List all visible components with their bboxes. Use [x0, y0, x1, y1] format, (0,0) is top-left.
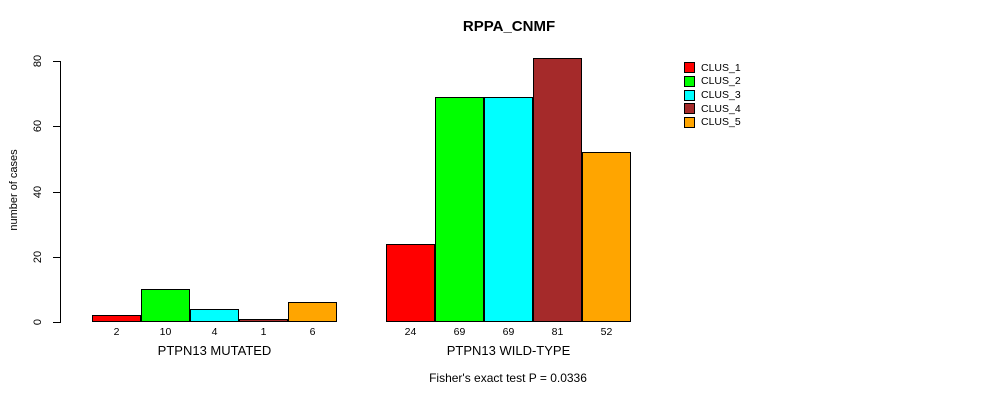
legend-label-clus-4: CLUS_4	[701, 102, 741, 115]
y-tick-label-20: 20	[32, 250, 44, 264]
legend-item-clus-3: CLUS_3	[684, 88, 741, 102]
group-label-ptpn13-mutated: PTPN13 MUTATED	[157, 343, 272, 358]
y-tick-label-80: 80	[32, 54, 44, 68]
legend-item-clus-1: CLUS_1	[684, 61, 741, 75]
bar-clus-2-ptpn13-wild-type	[435, 97, 484, 322]
bar-clus-1-ptpn13-wild-type	[386, 244, 435, 322]
y-tick-label-0: 0	[32, 318, 44, 326]
bar-value-label-clus-2-ptpn13-mutated: 10	[159, 326, 172, 338]
legend: CLUS_1 CLUS_2 CLUS_3 CLUS_4 CLUS_5	[684, 61, 741, 129]
legend-swatch-clus-1	[684, 62, 695, 74]
legend-swatch-clus-5	[684, 117, 695, 129]
chart-title: RPPA_CNMF	[462, 18, 556, 35]
bar-value-label-clus-5-ptpn13-wild-type: 52	[600, 326, 613, 338]
bar-value-label-clus-3-ptpn13-mutated: 4	[211, 326, 218, 338]
bar-clus-3-ptpn13-mutated	[190, 309, 239, 322]
bar-value-label-clus-3-ptpn13-wild-type: 69	[502, 326, 515, 338]
y-tick-0	[53, 322, 61, 323]
legend-label-clus-1: CLUS_1	[701, 61, 741, 74]
y-tick-80	[53, 61, 61, 62]
y-tick-60	[53, 126, 61, 127]
bar-clus-3-ptpn13-wild-type	[484, 97, 533, 322]
fisher-test-caption: Fisher's exact test P = 0.0336	[429, 371, 587, 385]
bar-value-label-clus-4-ptpn13-wild-type: 81	[551, 326, 564, 338]
bar-value-label-clus-1-ptpn13-mutated: 2	[113, 326, 120, 338]
bar-clus-4-ptpn13-wild-type	[533, 58, 582, 322]
y-tick-label-60: 60	[32, 119, 44, 133]
bar-value-label-clus-2-ptpn13-wild-type: 69	[453, 326, 466, 338]
bar-clus-5-ptpn13-wild-type	[582, 152, 631, 322]
y-tick-40	[53, 192, 61, 193]
y-tick-label-40: 40	[32, 185, 44, 199]
bar-clus-2-ptpn13-mutated	[141, 289, 190, 322]
bar-clus-1-ptpn13-mutated	[92, 315, 141, 322]
legend-label-clus-5: CLUS_5	[701, 116, 741, 129]
y-axis-label: number of cases	[8, 149, 20, 231]
bar-clus-4-ptpn13-mutated	[239, 319, 288, 322]
group-label-ptpn13-wild-type: PTPN13 WILD-TYPE	[446, 343, 571, 358]
legend-item-clus-5: CLUS_5	[684, 116, 741, 130]
bar-clus-5-ptpn13-mutated	[288, 302, 337, 322]
legend-swatch-clus-4	[684, 103, 695, 115]
legend-label-clus-2: CLUS_2	[701, 75, 741, 88]
y-tick-20	[53, 257, 61, 258]
bar-value-label-clus-4-ptpn13-mutated: 1	[260, 326, 267, 338]
bar-value-label-clus-5-ptpn13-mutated: 6	[309, 326, 316, 338]
legend-item-clus-4: CLUS_4	[684, 102, 741, 116]
legend-swatch-clus-2	[684, 76, 695, 88]
legend-item-clus-2: CLUS_2	[684, 75, 741, 89]
bar-value-label-clus-1-ptpn13-wild-type: 24	[404, 326, 417, 338]
legend-label-clus-3: CLUS_3	[701, 88, 741, 101]
legend-swatch-clus-3	[684, 89, 695, 101]
